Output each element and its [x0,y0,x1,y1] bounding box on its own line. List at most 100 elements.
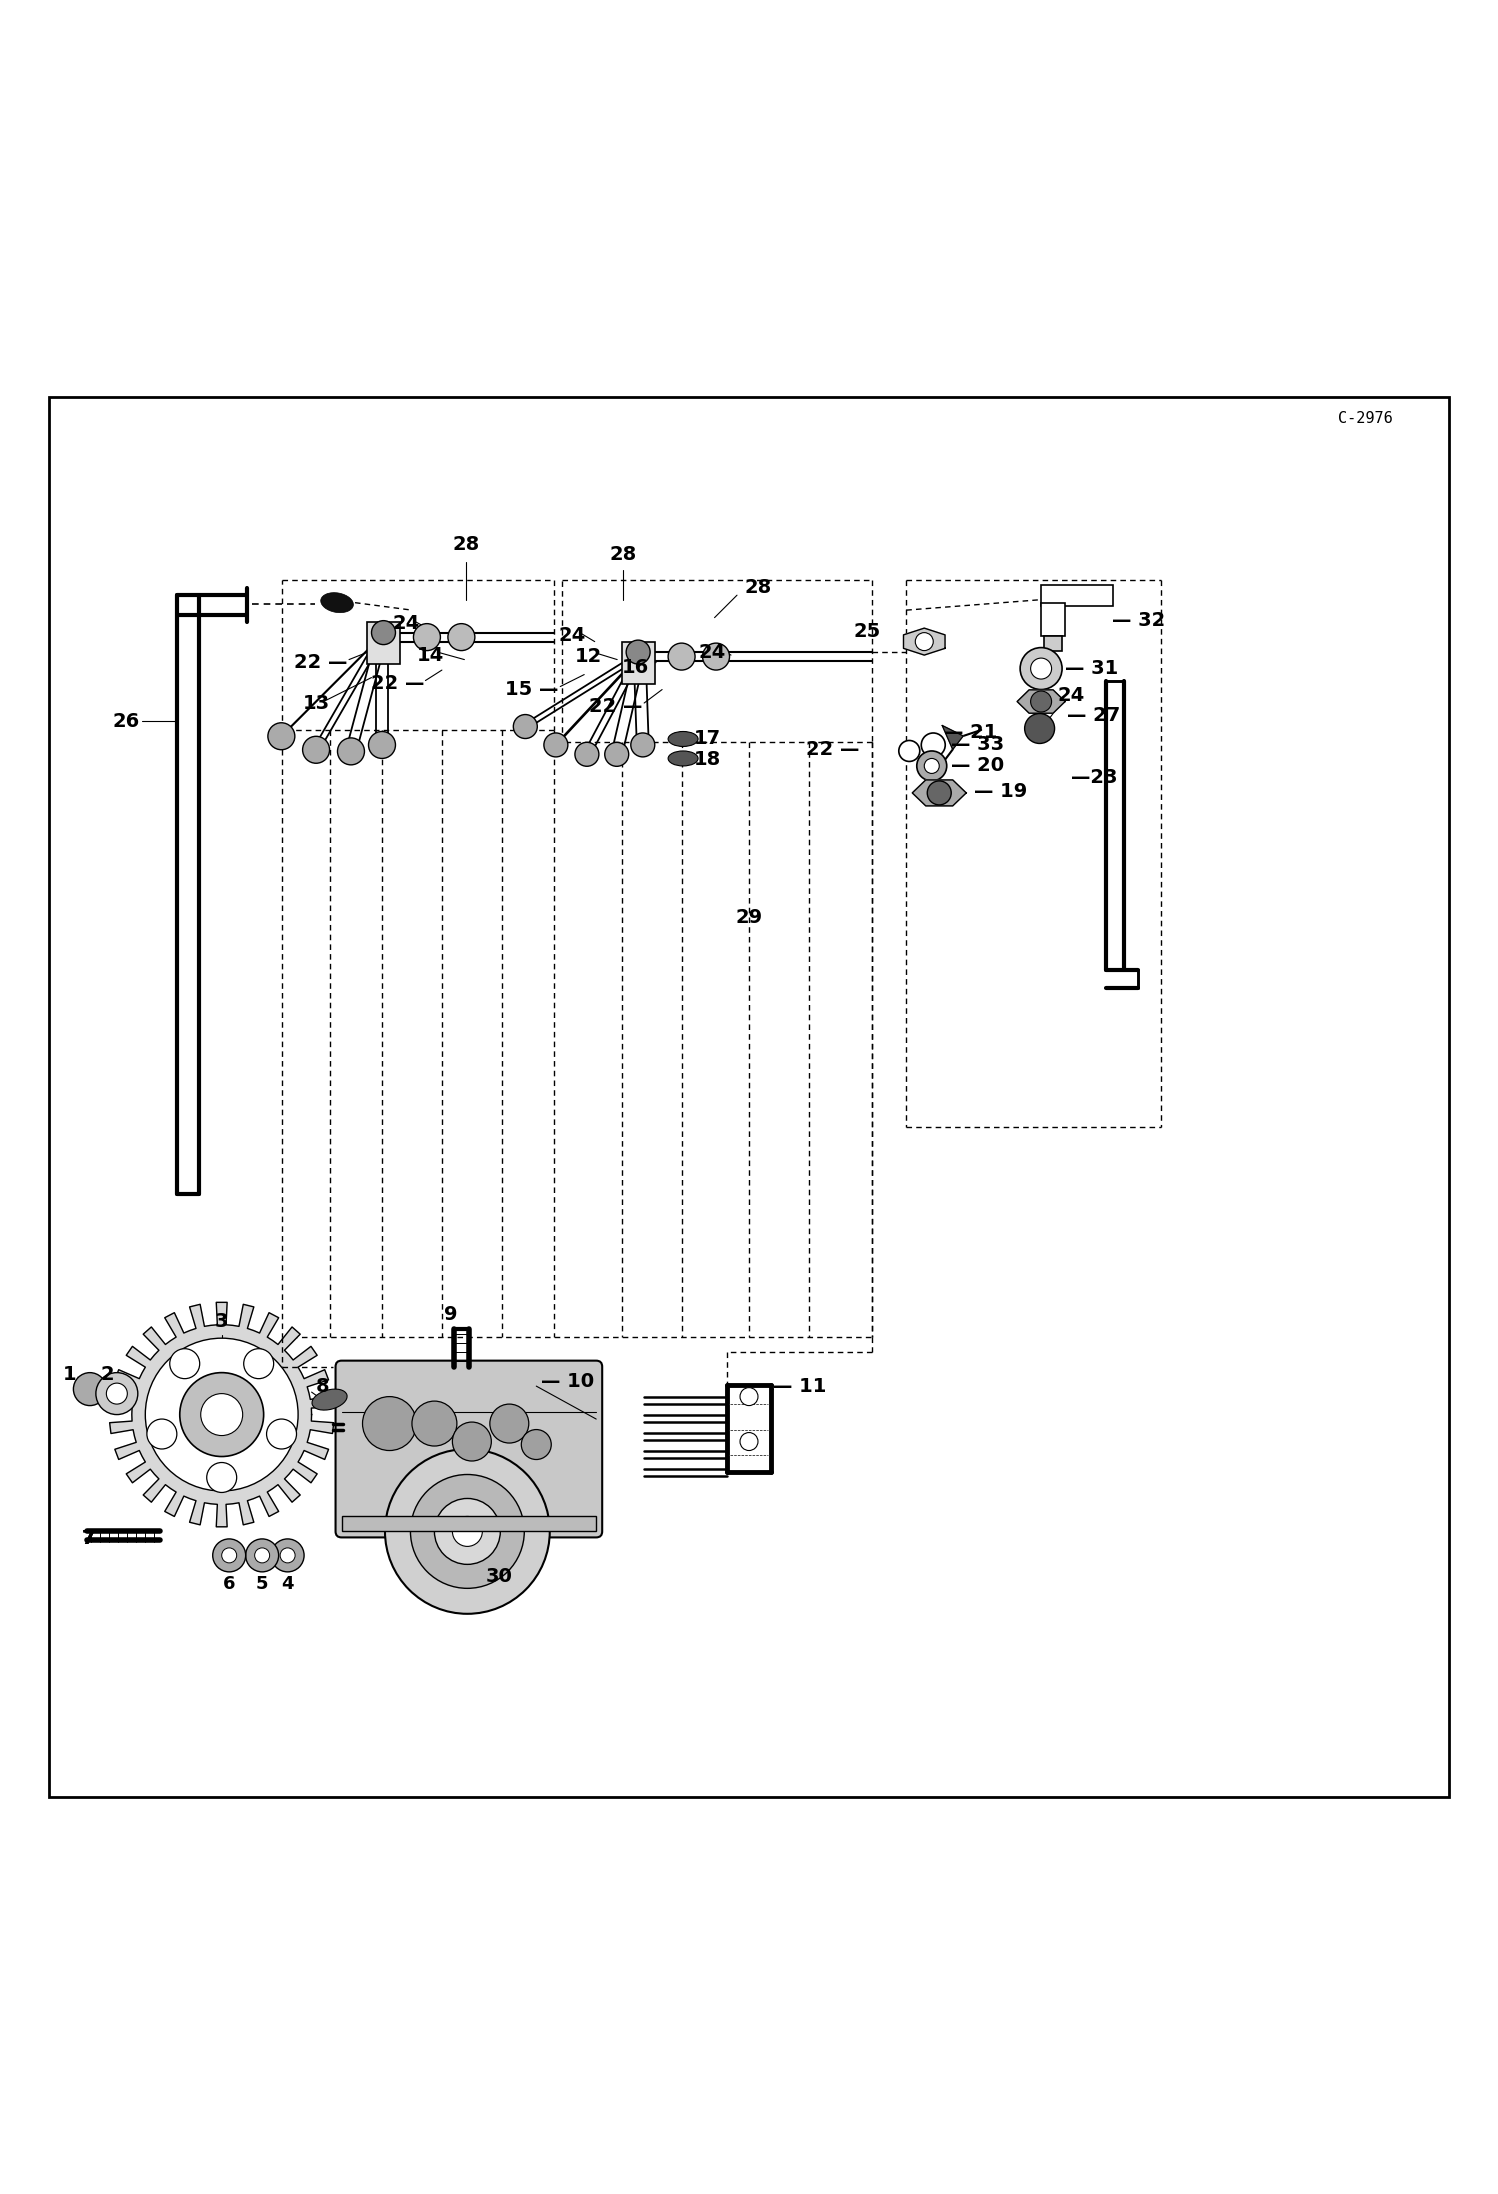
Text: — 32: — 32 [1112,612,1165,630]
Circle shape [303,737,330,764]
Text: —23: —23 [1071,768,1118,788]
Text: 3: 3 [214,1312,229,1332]
Text: — 19: — 19 [974,781,1028,801]
Circle shape [96,1373,138,1415]
Text: 28: 28 [610,546,637,564]
Circle shape [514,715,538,739]
Text: 22 —: 22 — [806,739,860,759]
Circle shape [169,1349,199,1378]
Bar [367,623,400,665]
Text: — 27: — 27 [1067,706,1121,724]
Text: 22 —: 22 — [589,695,643,715]
Polygon shape [109,1303,334,1527]
Circle shape [222,1549,237,1562]
Text: 22 —: 22 — [370,674,424,693]
Text: 25: 25 [854,621,881,641]
Circle shape [180,1373,264,1457]
Text: — 10: — 10 [541,1371,593,1391]
Ellipse shape [312,1389,348,1411]
Circle shape [605,742,629,766]
Text: 8: 8 [316,1376,330,1395]
Bar [342,1516,596,1531]
Text: 24: 24 [392,614,419,634]
Text: 13: 13 [303,693,330,713]
Circle shape [372,621,395,645]
Circle shape [280,1549,295,1562]
Text: 16: 16 [622,658,649,676]
Circle shape [448,623,475,652]
Text: — 31: — 31 [1065,658,1119,678]
Circle shape [207,1463,237,1492]
Circle shape [106,1382,127,1404]
Text: 1: 1 [63,1365,76,1384]
Circle shape [917,750,947,781]
Text: 24: 24 [698,643,725,663]
Ellipse shape [668,750,698,766]
Polygon shape [912,779,966,805]
Circle shape [668,643,695,669]
Circle shape [1025,713,1055,744]
Text: 30: 30 [485,1567,512,1586]
Bar [1044,636,1062,652]
Circle shape [201,1393,243,1435]
Circle shape [1031,691,1052,713]
Circle shape [410,1474,524,1588]
Polygon shape [903,627,945,656]
Text: 2: 2 [100,1365,114,1384]
Text: — 20: — 20 [951,757,1004,774]
Circle shape [268,722,295,750]
Circle shape [255,1549,270,1562]
Text: — 33: — 33 [951,735,1004,755]
Polygon shape [1017,689,1065,713]
Text: 12: 12 [575,647,602,667]
Circle shape [267,1420,297,1448]
Polygon shape [942,726,963,750]
Circle shape [927,781,951,805]
Circle shape [271,1538,304,1571]
Circle shape [385,1448,550,1615]
Text: 29: 29 [736,908,762,926]
Circle shape [899,742,920,761]
Circle shape [521,1430,551,1459]
Circle shape [363,1398,416,1450]
Text: 15 —: 15 — [505,680,559,700]
Text: 28: 28 [452,535,479,553]
Circle shape [452,1516,482,1547]
Circle shape [412,1402,457,1446]
Text: 18: 18 [694,750,721,770]
Ellipse shape [321,592,354,612]
Circle shape [631,733,655,757]
Text: 22 —: 22 — [294,654,348,671]
Text: 5: 5 [256,1575,268,1593]
Circle shape [740,1433,758,1450]
Circle shape [544,733,568,757]
Text: — 11: — 11 [773,1376,827,1395]
Text: 7: 7 [81,1529,96,1549]
Circle shape [924,759,939,774]
Circle shape [1020,647,1062,689]
Bar [1041,603,1065,636]
Circle shape [434,1499,500,1564]
Circle shape [147,1420,177,1448]
Circle shape [369,731,395,759]
Circle shape [452,1422,491,1461]
Circle shape [921,733,945,757]
Bar [1041,584,1113,606]
Text: 7: 7 [81,1529,96,1549]
Text: 28: 28 [745,579,771,597]
Text: 26: 26 [112,711,139,731]
Circle shape [145,1338,298,1492]
Circle shape [490,1404,529,1444]
Circle shape [337,737,364,766]
Text: 14: 14 [416,645,443,665]
Circle shape [246,1538,279,1571]
Circle shape [244,1349,274,1378]
FancyBboxPatch shape [336,1360,602,1538]
Circle shape [73,1373,106,1406]
Circle shape [740,1387,758,1406]
Circle shape [626,641,650,665]
Ellipse shape [668,731,698,746]
Circle shape [703,643,730,669]
Circle shape [413,623,440,652]
Text: 24: 24 [559,625,586,645]
